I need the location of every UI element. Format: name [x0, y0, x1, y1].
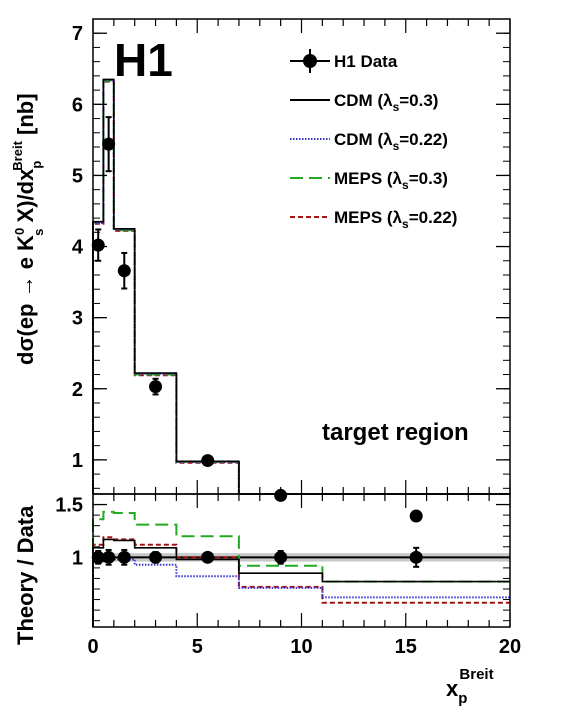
data-point: [409, 550, 423, 564]
legend-label: MEPS (λs=0.3): [334, 169, 448, 192]
y-tick-label: 1: [72, 547, 83, 569]
data-point: [274, 550, 288, 564]
x-tick-label: 20: [499, 636, 521, 658]
x-tick-label: 15: [395, 636, 417, 658]
data-point: [117, 550, 131, 564]
legend-label: CDM (λs=0.3): [334, 91, 438, 114]
y-tick-label: 7: [72, 23, 83, 45]
h1-logo: H1: [114, 34, 173, 86]
data-point: [91, 238, 105, 252]
y-tick-label: 1.5: [55, 495, 83, 517]
y-tick-label: 5: [72, 165, 83, 187]
legend-label: MEPS (λs=0.22): [334, 208, 457, 231]
x-tick-label: 10: [290, 636, 312, 658]
data-point: [409, 509, 423, 523]
y-tick-label: 4: [72, 237, 84, 259]
x-axis-title: xpBreit: [446, 666, 494, 707]
data-point: [149, 380, 163, 394]
y-tick-label: 1: [72, 450, 83, 472]
legend: H1 Data CDM (λs=0.3) CDM (λs=0.22) MEPS (λs…: [290, 49, 457, 231]
cross-section-panel: 1 2 3 4 5 6 7: [72, 18, 511, 523]
data-point: [102, 550, 116, 564]
y-axis-title-top: dσ(ep → e K0 s X)/dxpBreit [nb]: [10, 93, 46, 365]
step-meps-0-3-: [92, 510, 510, 627]
y-axis-title-ratio: Theory / Data: [13, 505, 38, 645]
y-tick-label: 6: [72, 94, 83, 116]
data-point: [117, 264, 131, 278]
legend-label: H1 Data: [334, 52, 398, 71]
x-tick-label: 5: [192, 636, 203, 658]
legend-label: CDM (λs=0.22): [334, 130, 448, 153]
y-tick-label: 3: [72, 308, 83, 330]
y-tick-label: 2: [72, 379, 83, 401]
x-tick-label: 0: [87, 636, 98, 658]
step-cdm-0-3-: [92, 538, 510, 627]
legend-marker-point: [303, 54, 317, 68]
target-region-label: target region: [322, 419, 469, 446]
data-point: [102, 137, 116, 151]
data-point: [149, 550, 163, 564]
ratio-panel: 1 1.5 0 5 10 15 20: [55, 493, 521, 658]
data-point: [201, 454, 215, 468]
data-point: [201, 550, 215, 564]
